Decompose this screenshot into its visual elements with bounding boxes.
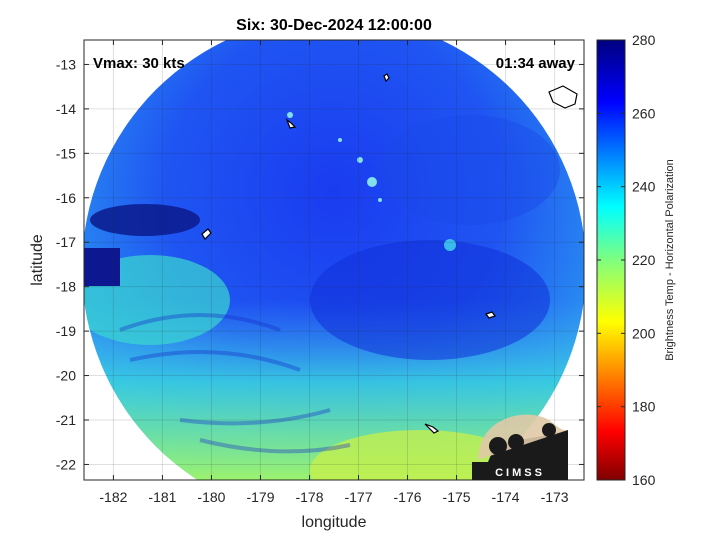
- southeast-yellow-zone: [310, 430, 530, 480]
- y-tick-label: -17: [56, 234, 76, 250]
- x-tick-label: -177: [344, 489, 372, 505]
- y-tick-label: -20: [56, 368, 76, 384]
- x-tick-label: -178: [295, 489, 323, 505]
- colorbar: [596, 39, 626, 481]
- banding-streaks: [119, 313, 351, 454]
- x-tick-label: -173: [541, 489, 569, 505]
- y-tick-labels: -13 -14 -15 -16 -17 -18 -19 -20 -21 -22: [56, 56, 76, 472]
- x-tick-label: -176: [394, 489, 422, 505]
- colorbar-tick-label: 240: [632, 179, 656, 195]
- x-tick-label: -175: [443, 489, 471, 505]
- y-tick-label: -16: [56, 190, 76, 206]
- bright-convective-spots: [287, 112, 456, 251]
- grid-lines: [84, 40, 584, 480]
- chart-title: Six: 30-Dec-2024 12:00:00: [236, 17, 432, 34]
- y-tick-label: -21: [56, 412, 76, 428]
- x-tick-label: -180: [197, 489, 225, 505]
- x-tick-label: -181: [148, 489, 176, 505]
- y-tick-label: -18: [56, 279, 76, 295]
- axes-frame: [83, 39, 585, 481]
- x-tick-label: -179: [246, 489, 274, 505]
- colorbar-tick-label: 180: [632, 399, 656, 415]
- vmax-annotation: Vmax: 30 kts: [93, 55, 185, 72]
- y-tick-label: -13: [56, 56, 76, 72]
- west-edge-dark: [84, 248, 120, 286]
- colorbar-tick-label: 220: [632, 252, 656, 268]
- y-tick-label: -19: [56, 323, 76, 339]
- colorbar-ticks: 160 180 200 220 240 260 280: [597, 32, 656, 488]
- y-tick-label: -15: [56, 145, 76, 161]
- logo-lettering: CIMSS: [495, 467, 545, 479]
- x-axis-label: longitude: [302, 514, 367, 531]
- x-tick-label: -182: [99, 489, 127, 505]
- y-tick-label: -14: [56, 101, 76, 117]
- colorbar-tick-label: 160: [632, 472, 656, 488]
- y-tick-label: -22: [56, 456, 76, 472]
- colorbar-label: Brightness Temp - Horizontal Polarizatio…: [664, 159, 676, 361]
- island-outlines: [201, 73, 578, 434]
- northeast-mid-blue: [380, 115, 560, 225]
- colorbar-tick-label: 280: [632, 32, 656, 48]
- swath-layer: [84, 40, 584, 480]
- colorbar-tick-label: 260: [632, 105, 656, 121]
- x-tick-labels: -182 -181 -180 -179 -178 -177 -176 -175 -174 -173: [99, 489, 568, 505]
- central-deep-blue: [310, 240, 550, 360]
- time-away-annotation: 01:34 away: [496, 55, 576, 72]
- x-tick-label: -174: [492, 489, 520, 505]
- cimss-logo: CIMSS: [472, 414, 568, 480]
- y-axis-label: latitude: [29, 234, 46, 286]
- dark-cold-patch: [90, 204, 200, 236]
- colorbar-tick-label: 200: [632, 325, 656, 341]
